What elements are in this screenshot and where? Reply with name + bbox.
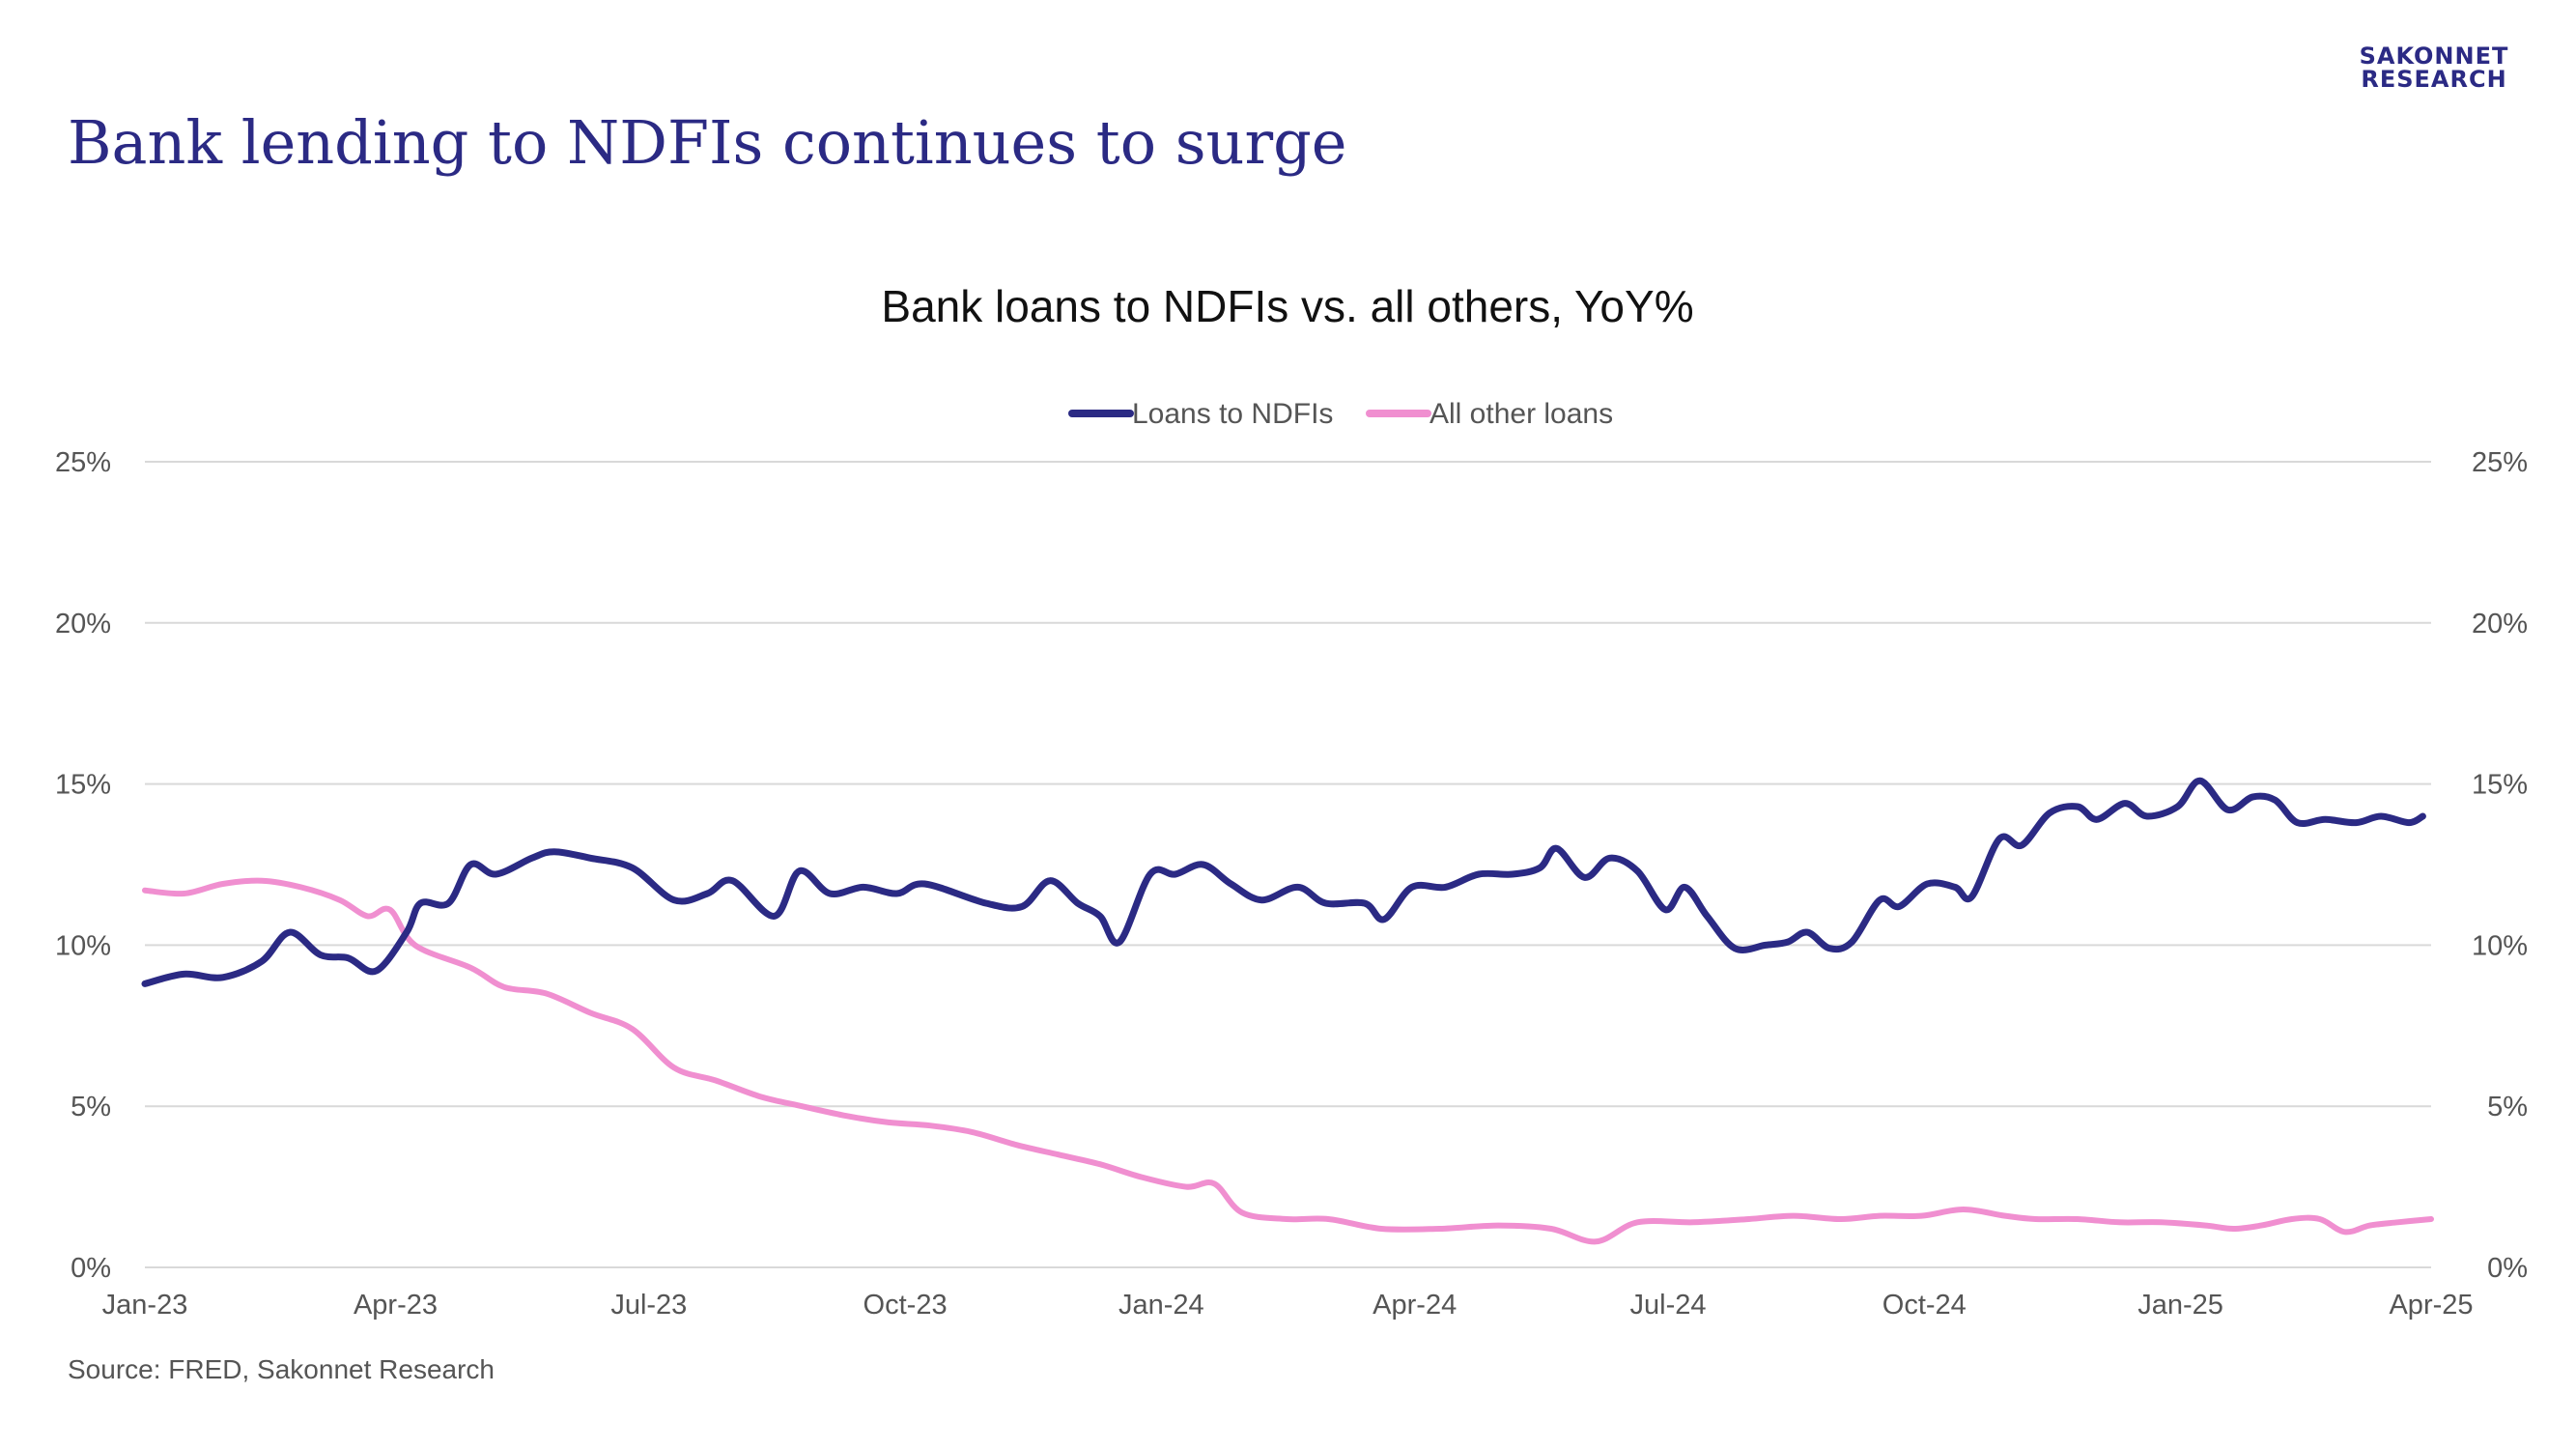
x-tick-label: Apr-24: [1373, 1290, 1457, 1321]
series-line-loans-to-ndfis: [141, 777, 2426, 987]
chart-legend: Loans to NDFIs All other loans: [1068, 398, 1613, 430]
y-tick-label-left: 5%: [71, 1092, 111, 1122]
x-tick-label: Jan-23: [102, 1290, 188, 1321]
slide-title: Bank lending to NDFIs continues to surge: [68, 107, 1347, 178]
x-tick-label: Oct-23: [863, 1290, 948, 1321]
x-tick-label: Jan-25: [2137, 1290, 2223, 1321]
x-tick-label: Apr-25: [2389, 1290, 2473, 1321]
x-tick-label: Oct-24: [1882, 1290, 1967, 1321]
y-tick-label-left: 25%: [55, 447, 111, 478]
y-tick-label-right: 25%: [2472, 447, 2528, 478]
logo-line-1: SAKONNET: [2359, 43, 2509, 70]
sakonnet-research-logo: SAKONNET RESEARCH: [2357, 44, 2511, 91]
legend-item-ndfi: Loans to NDFIs: [1068, 398, 1333, 430]
x-tick-label: Jul-24: [1630, 1290, 1707, 1321]
y-tick-label-right: 0%: [2487, 1253, 2528, 1284]
y-tick-label-left: 0%: [71, 1253, 111, 1284]
y-tick-label-left: 10%: [55, 930, 111, 961]
logo-line-2: RESEARCH: [2361, 66, 2507, 93]
y-tick-label-right: 5%: [2487, 1092, 2528, 1122]
x-tick-label: Jan-24: [1118, 1290, 1204, 1321]
legend-item-other: All other loans: [1366, 398, 1613, 430]
y-tick-label-left: 20%: [55, 609, 111, 639]
y-axis-right: 0% 5% 10% 15% 20% 25%: [2472, 447, 2528, 1284]
legend-label: All other loans: [1430, 398, 1613, 430]
chart-gridlines: [145, 461, 2431, 1268]
source-note: Source: FRED, Sakonnet Research: [68, 1354, 495, 1384]
y-tick-label-right: 20%: [2472, 609, 2528, 639]
chart-series: [141, 777, 2434, 1245]
x-tick-label: Jul-23: [610, 1290, 687, 1321]
y-axis-left: 0% 5% 10% 15% 20% 25%: [55, 447, 111, 1284]
chart-title: Bank loans to NDFIs vs. all others, YoY%: [881, 281, 1693, 331]
y-tick-label-right: 10%: [2472, 930, 2528, 961]
series-line-all-other-loans: [142, 877, 2434, 1245]
x-tick-label: Apr-23: [354, 1290, 438, 1321]
x-axis: Jan-23 Apr-23 Jul-23 Oct-23 Jan-24 Apr-24 Jul-…: [102, 1290, 2474, 1321]
y-tick-label-right: 15%: [2472, 770, 2528, 801]
legend-label: Loans to NDFIs: [1132, 398, 1333, 430]
y-tick-label-left: 15%: [55, 770, 111, 801]
